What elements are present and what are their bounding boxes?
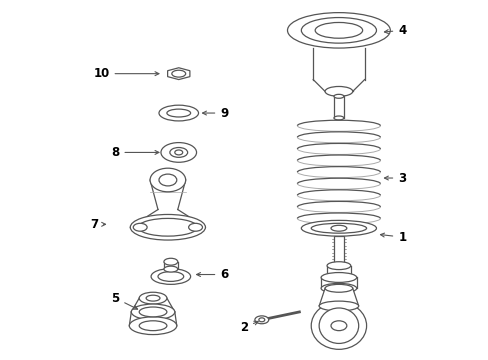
Ellipse shape (315, 22, 362, 38)
Ellipse shape (130, 215, 205, 240)
Ellipse shape (158, 271, 183, 282)
Ellipse shape (325, 284, 352, 292)
Ellipse shape (258, 318, 264, 322)
Text: 7: 7 (90, 218, 105, 231)
Ellipse shape (131, 304, 174, 320)
Ellipse shape (169, 148, 187, 157)
Ellipse shape (151, 269, 190, 284)
Text: 4: 4 (384, 24, 406, 37)
Ellipse shape (139, 307, 166, 317)
Ellipse shape (326, 274, 350, 282)
Text: 9: 9 (202, 107, 228, 120)
Ellipse shape (319, 308, 358, 343)
Ellipse shape (139, 321, 166, 330)
Ellipse shape (319, 301, 358, 311)
Ellipse shape (310, 302, 366, 349)
Ellipse shape (310, 223, 366, 233)
Ellipse shape (171, 70, 185, 77)
Ellipse shape (321, 273, 356, 282)
Ellipse shape (254, 316, 268, 324)
Text: 5: 5 (111, 292, 137, 309)
Ellipse shape (330, 225, 346, 231)
Ellipse shape (330, 321, 346, 330)
Ellipse shape (161, 143, 196, 162)
Ellipse shape (150, 168, 185, 192)
Text: 1: 1 (380, 231, 406, 244)
Text: 6: 6 (196, 268, 228, 281)
Text: 2: 2 (240, 321, 258, 334)
Ellipse shape (326, 262, 350, 270)
Ellipse shape (301, 220, 376, 236)
Ellipse shape (325, 86, 352, 96)
Polygon shape (319, 288, 358, 306)
Ellipse shape (139, 292, 166, 304)
Bar (333, 236, 343, 266)
Ellipse shape (159, 105, 198, 121)
Ellipse shape (333, 116, 343, 120)
Ellipse shape (163, 266, 178, 272)
Ellipse shape (287, 13, 389, 48)
Ellipse shape (174, 150, 183, 155)
Ellipse shape (133, 223, 147, 231)
Ellipse shape (188, 223, 202, 231)
Text: 3: 3 (384, 171, 406, 185)
Ellipse shape (166, 109, 190, 117)
Ellipse shape (138, 219, 197, 236)
Ellipse shape (163, 258, 178, 265)
Polygon shape (167, 68, 189, 80)
Ellipse shape (333, 94, 343, 98)
Ellipse shape (129, 317, 177, 334)
Text: 8: 8 (111, 146, 159, 159)
Ellipse shape (301, 18, 376, 43)
Ellipse shape (321, 283, 356, 293)
Text: 10: 10 (93, 67, 159, 80)
Ellipse shape (146, 295, 160, 301)
Ellipse shape (159, 174, 177, 186)
